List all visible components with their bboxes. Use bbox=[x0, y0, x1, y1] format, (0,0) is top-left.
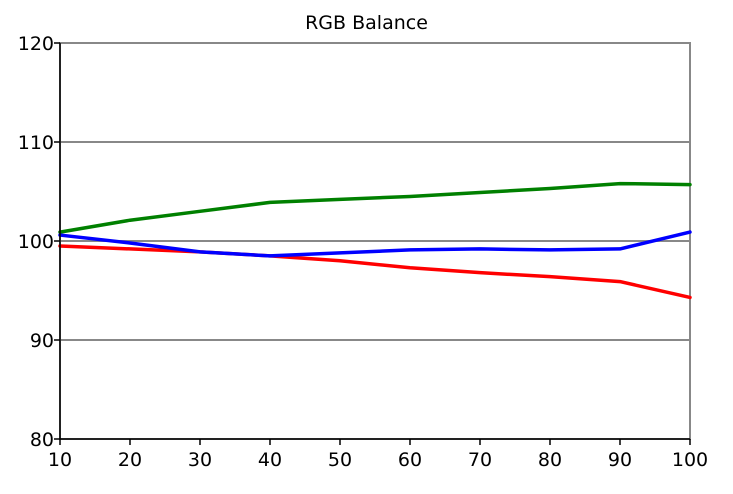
y-tick-label-110: 110 bbox=[18, 132, 54, 154]
y-tick-label-120: 120 bbox=[18, 33, 54, 55]
x-tick-label-30: 30 bbox=[188, 449, 212, 471]
series-line-green bbox=[58, 181, 692, 234]
series-line-red bbox=[58, 244, 692, 300]
x-tick-label-10: 10 bbox=[48, 449, 72, 471]
x-tick-label-80: 80 bbox=[538, 449, 562, 471]
y-tick-label-100: 100 bbox=[18, 231, 54, 253]
y-tick-label-90: 90 bbox=[30, 330, 54, 352]
x-tick-label-100: 100 bbox=[672, 449, 708, 471]
chart-title: RGB Balance bbox=[305, 12, 428, 34]
axis-layer: 80 90 100 110 120 10 20 30 40 50 60 70 80 90 100 bbox=[18, 33, 708, 471]
y-tick-label-80: 80 bbox=[30, 429, 54, 451]
x-tick-label-20: 20 bbox=[118, 449, 142, 471]
x-tick-label-70: 70 bbox=[468, 449, 492, 471]
x-tick-label-40: 40 bbox=[258, 449, 282, 471]
x-tick-label-90: 90 bbox=[608, 449, 632, 471]
x-tick-label-50: 50 bbox=[328, 449, 352, 471]
series-layer bbox=[58, 181, 692, 300]
grid-lines bbox=[60, 141, 690, 341]
x-tick-label-60: 60 bbox=[398, 449, 422, 471]
series-line-blue bbox=[58, 230, 692, 258]
